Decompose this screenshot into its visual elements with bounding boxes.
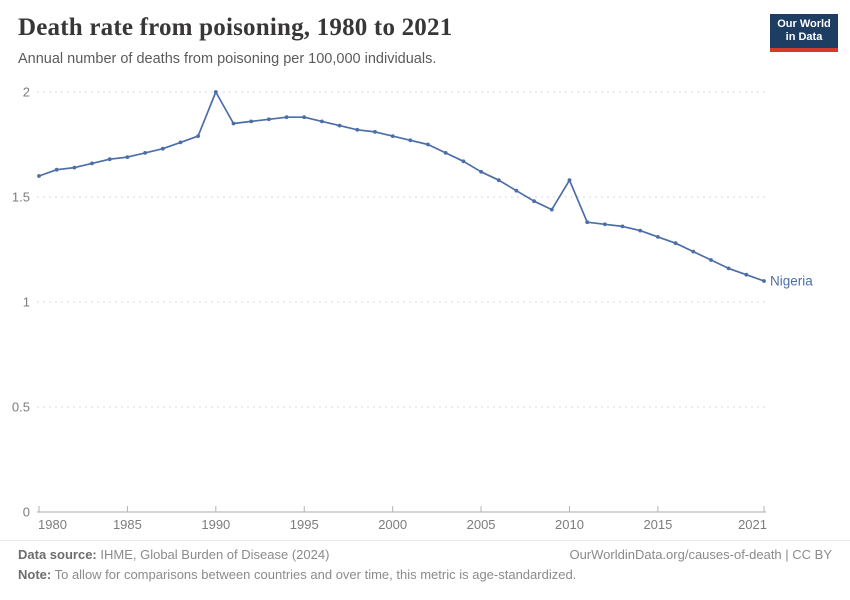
data-point (709, 258, 713, 262)
note-label: Note: (18, 567, 52, 582)
data-point (90, 161, 94, 166)
data-point (673, 241, 678, 246)
owid-logo-line2: in Data (785, 31, 823, 43)
data-point (284, 115, 289, 120)
y-tick-label: 1 (23, 295, 30, 310)
chart-title: Death rate from poisoning, 1980 to 2021 (18, 14, 453, 41)
owid-logo-text: Our World in Data (770, 14, 838, 48)
y-tick-label: 2 (23, 85, 30, 100)
data-point (302, 115, 307, 120)
data-point (54, 167, 59, 172)
data-point (567, 178, 572, 183)
data-source-line: Data source: IHME, Global Burden of Dise… (18, 547, 329, 562)
data-point (373, 130, 377, 134)
data-point (143, 151, 148, 155)
data-point (408, 138, 413, 143)
data-point (426, 142, 430, 147)
data-line (38, 91, 765, 282)
data-point (213, 90, 218, 94)
data-source-text: IHME, Global Burden of Disease (2024) (96, 547, 330, 562)
data-point (125, 155, 130, 160)
data-point (514, 188, 519, 193)
owid-logo-line1: Our World (777, 18, 831, 30)
x-tick-label: 2000 (378, 517, 407, 532)
y-tick-label: 0.5 (12, 400, 30, 415)
data-point (726, 266, 731, 271)
data-source-label: Data source: (18, 547, 97, 562)
x-tick-label: 1995 (290, 517, 319, 532)
x-tick-label: 2005 (467, 517, 496, 532)
data-point (656, 235, 660, 239)
data-point (231, 121, 236, 126)
data-point (72, 165, 77, 170)
note-text: To allow for comparisons between countri… (51, 567, 577, 582)
data-point (585, 220, 590, 225)
data-point (249, 119, 254, 124)
owid-logo-red-bar (770, 48, 838, 52)
x-tick-label: 2021 (738, 517, 767, 532)
y-tick-label: 0 (23, 505, 30, 520)
y-tick-label: 1.5 (12, 190, 30, 205)
entity-label: Nigeria (770, 274, 813, 289)
x-tick-label: 1990 (201, 517, 230, 532)
data-point (496, 178, 501, 183)
footer-divider (0, 540, 850, 541)
x-tick-label: 2015 (643, 517, 672, 532)
data-point (337, 123, 342, 128)
note-line: Note: To allow for comparisons between c… (18, 567, 576, 582)
data-point (549, 207, 554, 212)
data-point (461, 159, 466, 164)
data-point (620, 224, 625, 229)
owid-url-text: OurWorldinData.org/causes-of-death | CC … (569, 547, 832, 562)
data-point (178, 140, 183, 145)
x-tick-label: 1985 (113, 517, 142, 532)
data-point (160, 146, 165, 151)
data-point (603, 222, 607, 227)
x-tick-label: 2010 (555, 517, 584, 532)
data-point (744, 272, 749, 277)
owid-logo: Our World in Data (770, 14, 838, 52)
data-point (532, 199, 536, 204)
data-point (479, 169, 483, 174)
chart-subtitle: Annual number of deaths from poisoning p… (18, 51, 437, 67)
data-point (267, 117, 271, 122)
data-point (196, 134, 201, 139)
data-point (37, 174, 41, 178)
data-point (355, 127, 360, 132)
footer: Data source: IHME, Global Burden of Dise… (18, 547, 832, 582)
data-point (691, 249, 696, 254)
data-point (320, 119, 324, 124)
data-point (107, 157, 112, 162)
data-point (762, 279, 766, 283)
x-tick-label: 1980 (38, 517, 67, 532)
data-point (443, 151, 448, 155)
data-point (638, 228, 643, 233)
data-point (390, 134, 395, 139)
